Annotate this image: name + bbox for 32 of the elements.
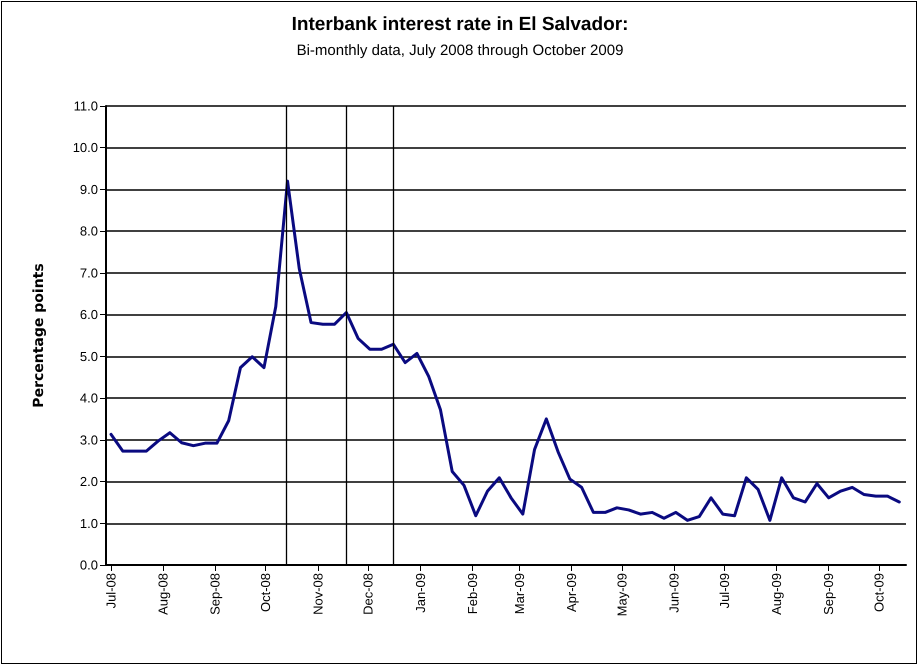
y-tick-label: 9.0 [80, 182, 98, 197]
x-tick-label: Oct-08 [258, 573, 274, 612]
x-tick-label: Mar-09 [512, 573, 527, 614]
x-tick-label: Oct-09 [872, 573, 887, 612]
x-tick-label: Jun-09 [666, 573, 682, 613]
y-tick-label: 5.0 [80, 348, 98, 364]
y-tick-label: 4.0 [80, 390, 98, 406]
x-tick-label: Aug-08 [156, 573, 171, 615]
chart-title: Interbank interest rate in El Salvador: [292, 14, 628, 35]
y-tick-label: 6.0 [80, 307, 98, 322]
x-tick-label: Apr-09 [564, 573, 580, 612]
line-series [110, 180, 901, 522]
x-tick-label: Sep-09 [821, 573, 836, 615]
x-tick-label: Sep-08 [208, 573, 223, 615]
y-tick-label: 10.0 [72, 140, 98, 156]
y-tick-label: 8.0 [80, 224, 98, 239]
y-tick-label: 2.0 [80, 474, 98, 490]
x-tick-label: Nov-08 [310, 573, 326, 615]
x-tick-label: Aug-09 [769, 573, 784, 615]
x-tick-label: Jan-09 [412, 573, 428, 613]
chart-subtitle: Bi-monthly data, July 2008 through October 2009 [296, 42, 624, 59]
y-tick-label: 11.0 [74, 98, 98, 114]
y-tick-label: 7.0 [80, 265, 98, 280]
y-axis-title: Percentage points [31, 263, 47, 408]
x-tick-label: May-09 [614, 573, 630, 616]
x-tick-label: Jul-08 [104, 573, 119, 608]
y-tick-label: 3.0 [80, 432, 98, 448]
x-tick-label: Jul-09 [716, 573, 732, 608]
x-tick-label: Feb-09 [464, 573, 480, 614]
y-tick-label: 0.0 [80, 558, 98, 572]
y-tick-label: 1.0 [80, 516, 98, 531]
x-tick-label: Dec-08 [360, 573, 376, 615]
